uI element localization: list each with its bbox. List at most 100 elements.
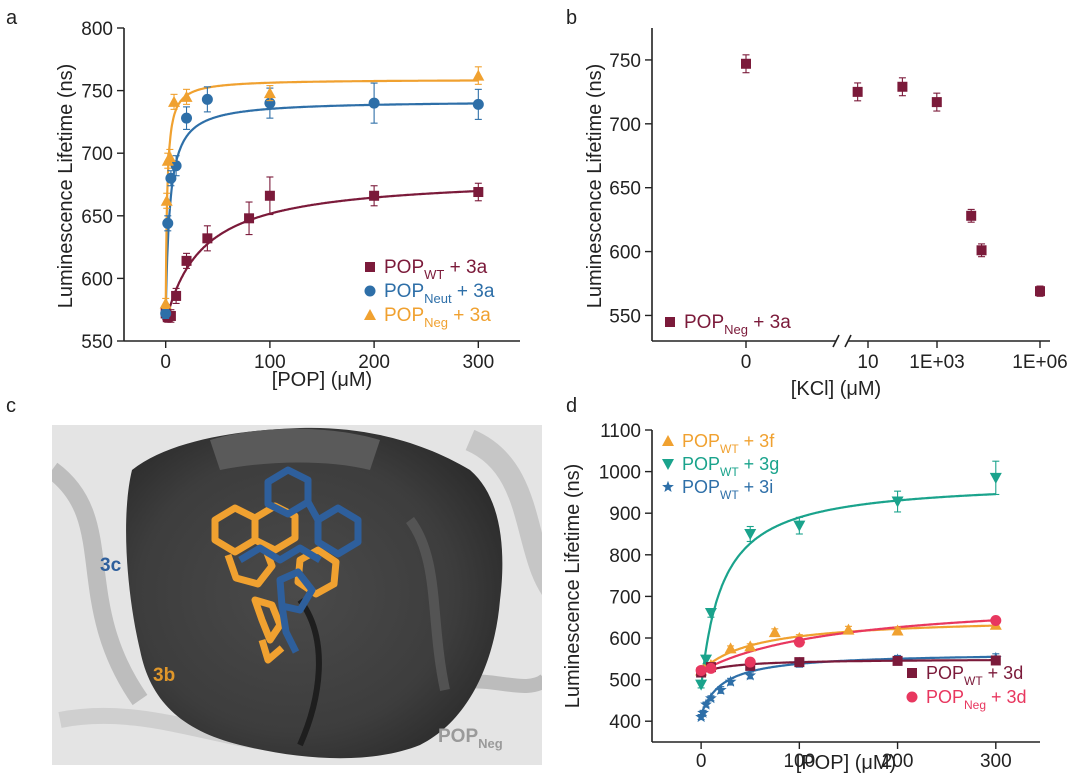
d-legend-item-marker <box>662 480 674 492</box>
b-legend: POPNeg + 3a <box>665 312 791 337</box>
a-fit-curve <box>164 189 479 323</box>
a-point <box>369 190 380 201</box>
b-legend-item-marker <box>665 317 675 327</box>
c-surface-fold <box>405 517 450 692</box>
c-ribbon <box>465 429 542 595</box>
d-x-tick-label: 300 <box>980 751 1012 772</box>
b-legend-item-label: POPNeg + 3a <box>684 312 791 337</box>
d-point <box>989 472 1002 484</box>
a-point <box>162 217 174 229</box>
d-point <box>794 657 805 668</box>
a-y-tick-label: 650 <box>81 207 113 228</box>
d-legend-item-label: POPWT + 3i <box>682 477 773 502</box>
panel-d-label: d <box>566 395 577 417</box>
b-axis-break-2 <box>844 334 852 348</box>
a-ticks: 0 100 200 300 550 600 650 700 750 800 <box>81 19 494 373</box>
panel-a-label: a <box>6 7 18 29</box>
a-point <box>201 93 213 105</box>
a-y-label: Luminescence Lifetime (ns) <box>55 64 77 309</box>
d-points <box>695 460 1002 723</box>
c-label-3c: 3c <box>100 555 122 576</box>
a-point <box>168 95 181 107</box>
a-legend-item-label: POPNeut + 3a <box>384 281 495 306</box>
d-y-label: Luminescence Lifetime (ns) <box>562 464 584 709</box>
d-point <box>695 664 707 676</box>
b-y-tick-label: 650 <box>609 179 641 200</box>
d-y-tick-label: 1100 <box>600 421 641 442</box>
d-point <box>768 626 781 638</box>
a-point <box>181 255 192 266</box>
a-point <box>171 290 182 301</box>
c-ligand-3b <box>211 502 340 664</box>
d-point <box>793 636 805 648</box>
d-x-label: [POP] (μM) <box>796 752 896 774</box>
d-point <box>744 656 756 668</box>
a-legend-item-marker <box>365 262 375 272</box>
d-y-tick-label: 800 <box>609 546 641 567</box>
c-ribbon <box>52 462 148 706</box>
a-points <box>159 66 485 323</box>
a-point <box>368 97 380 109</box>
a-point <box>264 190 275 201</box>
a-point <box>160 307 172 319</box>
d-point <box>705 692 717 704</box>
b-point <box>966 210 977 221</box>
d-point <box>695 679 708 691</box>
d-x-tick-label: 0 <box>696 751 707 772</box>
d-point <box>891 624 904 636</box>
c-label-3b: 3b <box>153 665 175 686</box>
d-point <box>700 654 713 666</box>
d-legend-item-marker <box>662 435 674 446</box>
b-x-tick-label: 1E+03 <box>909 352 964 373</box>
panel-c-structure: 3c 3b POPNeg <box>52 425 542 765</box>
d-point <box>744 640 757 652</box>
b-point <box>931 97 942 108</box>
a-x-label: [POP] (μM) <box>272 369 372 391</box>
b-point <box>976 245 987 256</box>
panel-d-chart: 0 100 200 300 400 500 600 700 800 900 1000 1100 Lum… <box>562 421 1040 774</box>
b-point <box>852 86 863 97</box>
b-x-label: [KCl] (μM) <box>791 378 881 400</box>
d-point <box>724 642 737 654</box>
a-legend-item-label: POPWT + 3a <box>384 257 488 282</box>
panel-a-chart: 0 100 200 300 550 600 650 700 750 800 Luminescenc… <box>55 19 520 391</box>
a-fit-curve <box>164 102 479 317</box>
d-point <box>697 706 709 718</box>
a-point <box>473 187 484 198</box>
d-point <box>744 529 757 540</box>
d-point <box>724 675 737 687</box>
a-point <box>472 69 485 81</box>
a-y-tick-label: 700 <box>81 144 113 165</box>
a-point <box>165 172 177 184</box>
d-y-tick-label: 900 <box>609 504 641 525</box>
d-fit-curve <box>700 493 997 689</box>
b-point <box>897 81 908 92</box>
a-y-tick-label: 750 <box>81 82 113 103</box>
d-point <box>892 655 903 666</box>
panel-c-label: c <box>6 395 16 417</box>
a-legend-item-marker <box>364 285 376 297</box>
d-y-tick-label: 400 <box>609 712 641 733</box>
a-y-tick-label: 600 <box>81 269 113 290</box>
a-y-tick-label: 550 <box>81 332 113 353</box>
a-fit-curve <box>164 79 479 310</box>
a-point <box>165 310 176 321</box>
a-point <box>160 194 173 206</box>
b-y-tick-label: 700 <box>609 115 641 136</box>
d-y-tick-label: 1000 <box>599 463 641 484</box>
d-legend-item-label: POPWT + 3g <box>682 454 779 479</box>
a-x-tick-label: 100 <box>254 352 286 373</box>
d-legend-item-marker <box>907 668 917 678</box>
d-x-tick-label: 200 <box>882 751 914 772</box>
a-x-tick-label: 200 <box>358 352 390 373</box>
a-fit-curves <box>164 79 479 323</box>
b-points <box>741 54 1045 297</box>
b-y-tick-label: 550 <box>609 306 641 327</box>
panel-b-label: b <box>566 7 577 29</box>
d-y-tick-label: 600 <box>609 629 641 650</box>
d-legend-item-label: POPWT + 3f <box>682 431 775 456</box>
